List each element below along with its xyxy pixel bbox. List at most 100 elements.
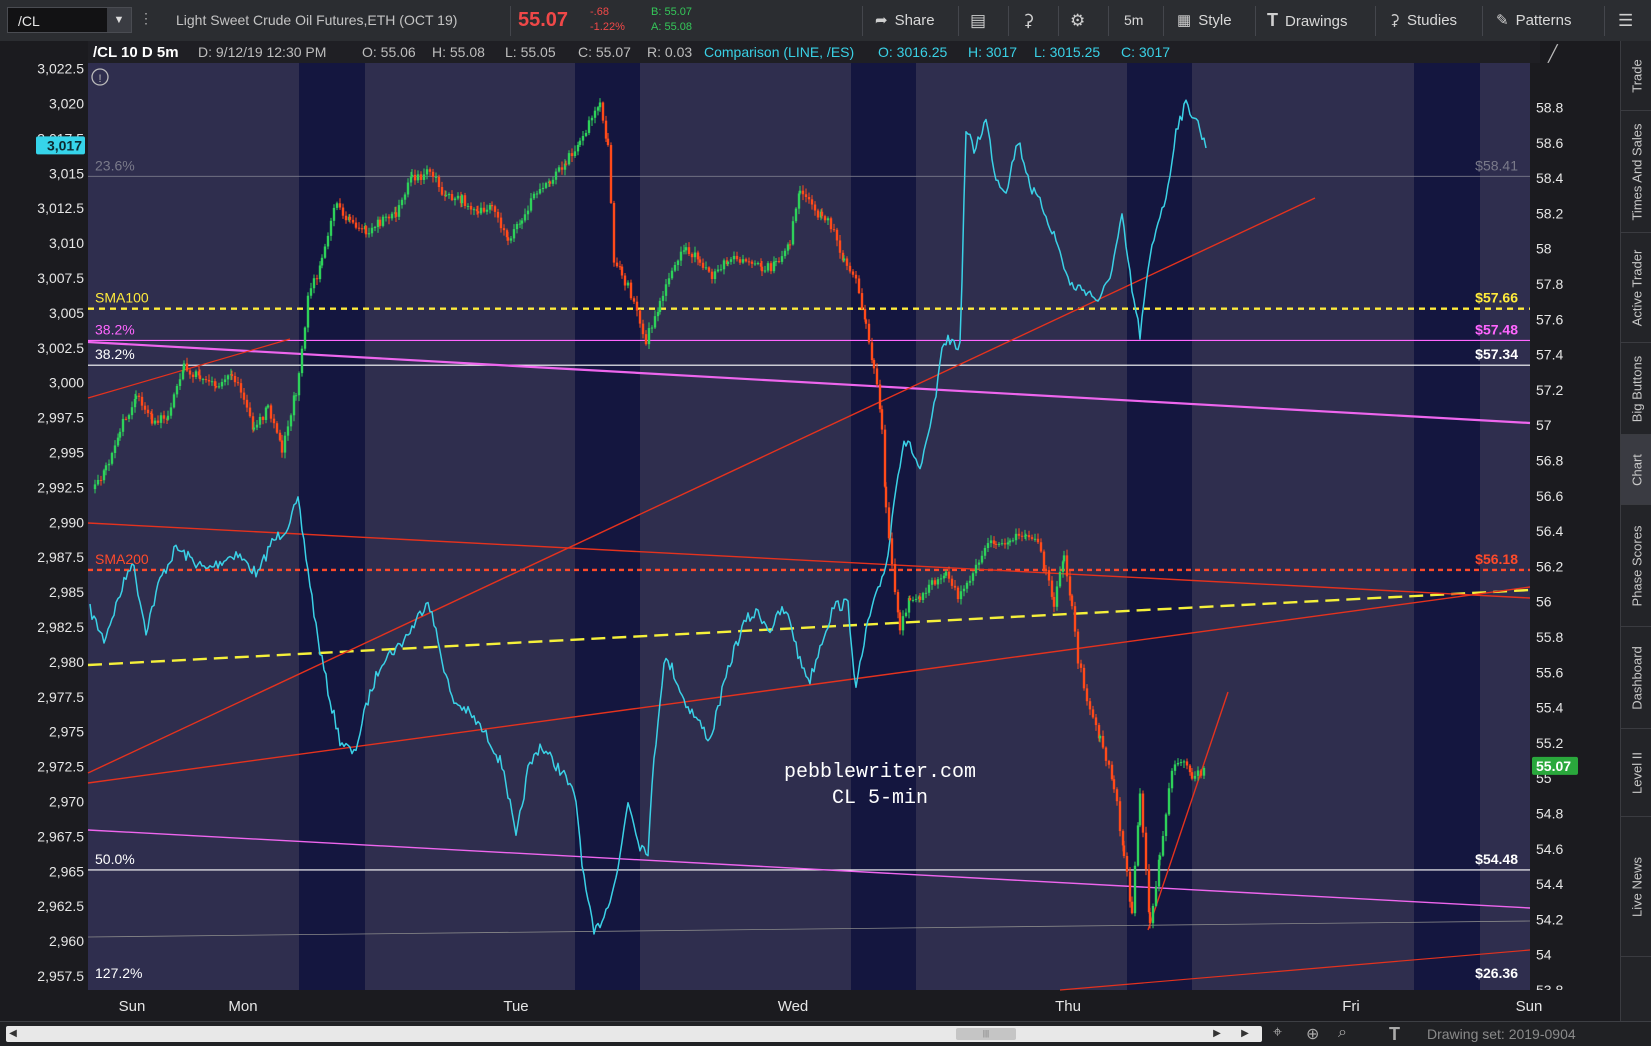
gear-icon[interactable]: ⚙ (1070, 11, 1086, 30)
symbol-selector[interactable]: /CL ▼ (7, 7, 132, 33)
cl-candle-body (813, 204, 817, 211)
studies-button[interactable]: ⚳ Studies (1389, 0, 1457, 41)
cl-candle-body (1199, 770, 1203, 776)
cl-candle-body (332, 207, 336, 221)
drawings-button[interactable]: T Drawings (1267, 0, 1348, 41)
cl-candle-body (444, 195, 448, 197)
cl-candle-body (99, 479, 103, 481)
cl-candle-body (447, 194, 451, 196)
side-tab-big-buttons[interactable]: Big Buttons (1621, 343, 1651, 435)
side-tab-phase-scores[interactable]: Phase Scores (1621, 505, 1651, 627)
chevron-down-icon[interactable]: ▼ (107, 8, 131, 32)
cl-candle-body (658, 300, 662, 312)
scroll-end-arrow[interactable]: ▶ (1241, 1028, 1249, 1039)
cl-candle-body (134, 395, 138, 399)
scroll-thumb[interactable]: ||| (956, 1028, 1016, 1040)
cl-candle-body (835, 229, 839, 241)
zoom-in-icon[interactable]: ⌕ (1338, 1024, 1347, 1041)
cl-candle-body (370, 227, 374, 234)
patterns-button[interactable]: ✎ Patterns (1496, 0, 1571, 41)
cl-candle-body (261, 416, 265, 420)
cl-candle-body (1085, 688, 1089, 702)
cl-candle-body (220, 382, 224, 387)
left-axis-tick: 2,992.5 (37, 479, 84, 495)
cl-candle-body (933, 580, 937, 585)
side-tab-level-ii[interactable]: Level II (1621, 729, 1651, 817)
scroll-right-arrow[interactable]: ▶ (1213, 1028, 1221, 1039)
side-tab-chart[interactable]: Chart (1621, 435, 1651, 505)
trend-magenta-upper (87, 340, 1531, 425)
cl-candle-body (766, 263, 770, 271)
cl-candle-body (629, 282, 633, 299)
cl-candle-body (300, 348, 304, 374)
menu-icon[interactable]: ☰ (1618, 11, 1634, 30)
link-icon[interactable]: ⋮ (139, 10, 153, 26)
cl-candle-body (620, 266, 624, 276)
bid-price: B: 55.07 (651, 6, 692, 18)
cl-candle-body (1033, 538, 1037, 540)
level-label-fib-127.2: 127.2% (95, 965, 142, 981)
ask-price: A: 55.08 (651, 21, 692, 33)
cl-candle-body (485, 209, 489, 212)
side-tab-live-news[interactable]: Live News (1621, 817, 1651, 957)
cl-candle-body (820, 211, 824, 217)
left-axis-tick: 2,995 (49, 445, 84, 461)
side-tab-label: Dashboard (1629, 645, 1644, 710)
cl-candle-body (701, 262, 705, 268)
alert-icon[interactable] (91, 68, 109, 86)
side-tab-times-and-sales[interactable]: Times And Sales (1621, 111, 1651, 233)
cl-candle-body (1062, 555, 1066, 562)
cl-candle-body (124, 418, 128, 420)
snapshot-icon[interactable]: ▤ (970, 11, 987, 30)
side-tab-trade[interactable]: Trade (1621, 41, 1651, 111)
cl-candle-body (166, 415, 170, 420)
cl-candle-body (1065, 555, 1069, 577)
cl-candle-body (732, 255, 736, 260)
level-price-sma100: $57.66 (1475, 290, 1518, 306)
cl-candle-body (618, 266, 622, 268)
zoom-out-icon[interactable]: ⌖ (1273, 1024, 1283, 1041)
left-axis-tick: 2,970 (49, 794, 84, 810)
side-tab-dashboard[interactable]: Dashboard (1621, 627, 1651, 729)
right-axis-tick: 55.6 (1536, 664, 1563, 680)
cl-candle-body (1079, 663, 1083, 668)
chart-scrollbar[interactable]: ◀ ||| ▶ ▶ (6, 1026, 1262, 1042)
left-axis-tick: 2,977.5 (37, 689, 84, 705)
cl-candle-body (127, 415, 131, 419)
x-axis-day-label: Tue (503, 998, 528, 1015)
cl-candle-body (974, 564, 978, 574)
style-button[interactable]: ▦ Style (1177, 0, 1232, 41)
x-axis-day-label: Wed (778, 998, 809, 1015)
side-tab-active-trader[interactable]: Active Trader (1621, 233, 1651, 343)
cl-candle-body (638, 310, 642, 324)
axis-ticks: 3,022.53,0203,017.53,0153,012.53,0103,00… (36, 61, 1578, 1015)
cl-candle-body (1136, 825, 1140, 866)
crosshair-icon[interactable]: ⊕ (1306, 1026, 1320, 1043)
price-chart[interactable]: 23.6% $58.41 SMA100 $57.66 38.2% $57.48 38.2% $… (0, 41, 1620, 1021)
drawing-set-label: Drawing set: 2019-0904 (1427, 1026, 1576, 1042)
cl-candle-body (921, 593, 925, 600)
compare-icon[interactable]: ╱ (1547, 44, 1559, 63)
cl-candle-body (201, 379, 205, 381)
left-axis-tick: 3,007.5 (37, 270, 84, 286)
cl-candle-body (425, 169, 429, 175)
cl-candle-body (434, 176, 438, 178)
studies-label: Studies (1407, 12, 1458, 29)
cl-candle-body (896, 592, 900, 613)
symbol-input[interactable]: /CL (18, 13, 40, 29)
flask-icon[interactable]: ⚳ (1022, 11, 1035, 30)
cl-candle-body (641, 323, 645, 335)
cl-candle-body (567, 153, 571, 165)
timeframe-button[interactable]: 5m (1124, 12, 1144, 28)
cl-candle-body (632, 298, 636, 302)
share-button[interactable]: ➦ Share (875, 0, 935, 41)
cl-candle-body (872, 360, 876, 369)
cl-candle-body (890, 538, 894, 565)
text-tool-icon[interactable]: T (1389, 1024, 1400, 1044)
cl-candle-body (367, 233, 371, 235)
cl-candle-body (753, 263, 757, 265)
scroll-left-arrow[interactable]: ◀ (9, 1028, 17, 1039)
cl-candle-body (918, 596, 922, 600)
cl-candle-body (409, 176, 413, 183)
cl-candle-body (653, 316, 657, 328)
